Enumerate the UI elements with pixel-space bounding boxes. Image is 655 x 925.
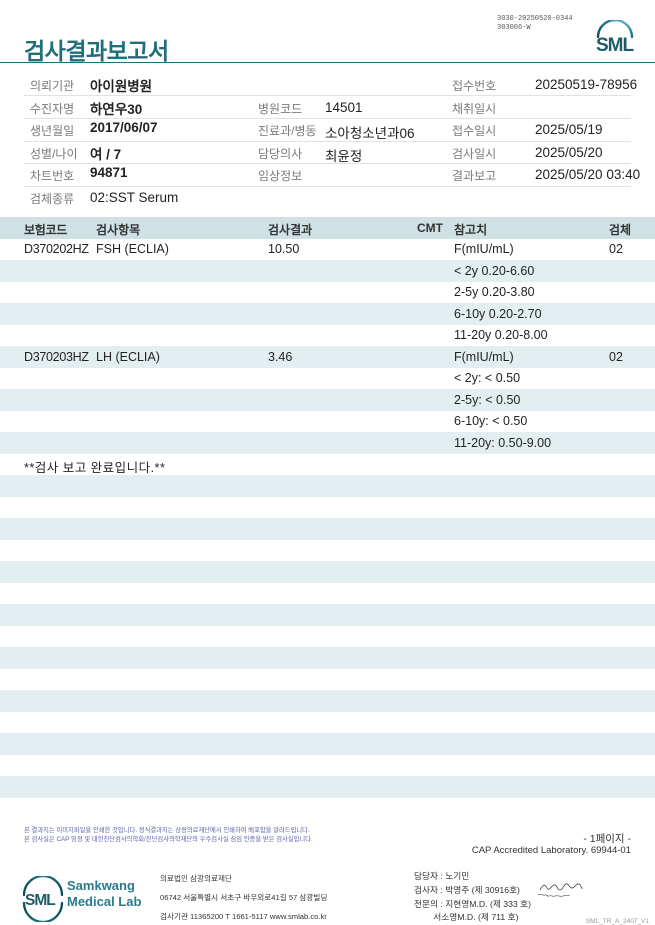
svg-text:SML: SML: [596, 35, 635, 54]
svg-text:SML: SML: [25, 892, 55, 909]
